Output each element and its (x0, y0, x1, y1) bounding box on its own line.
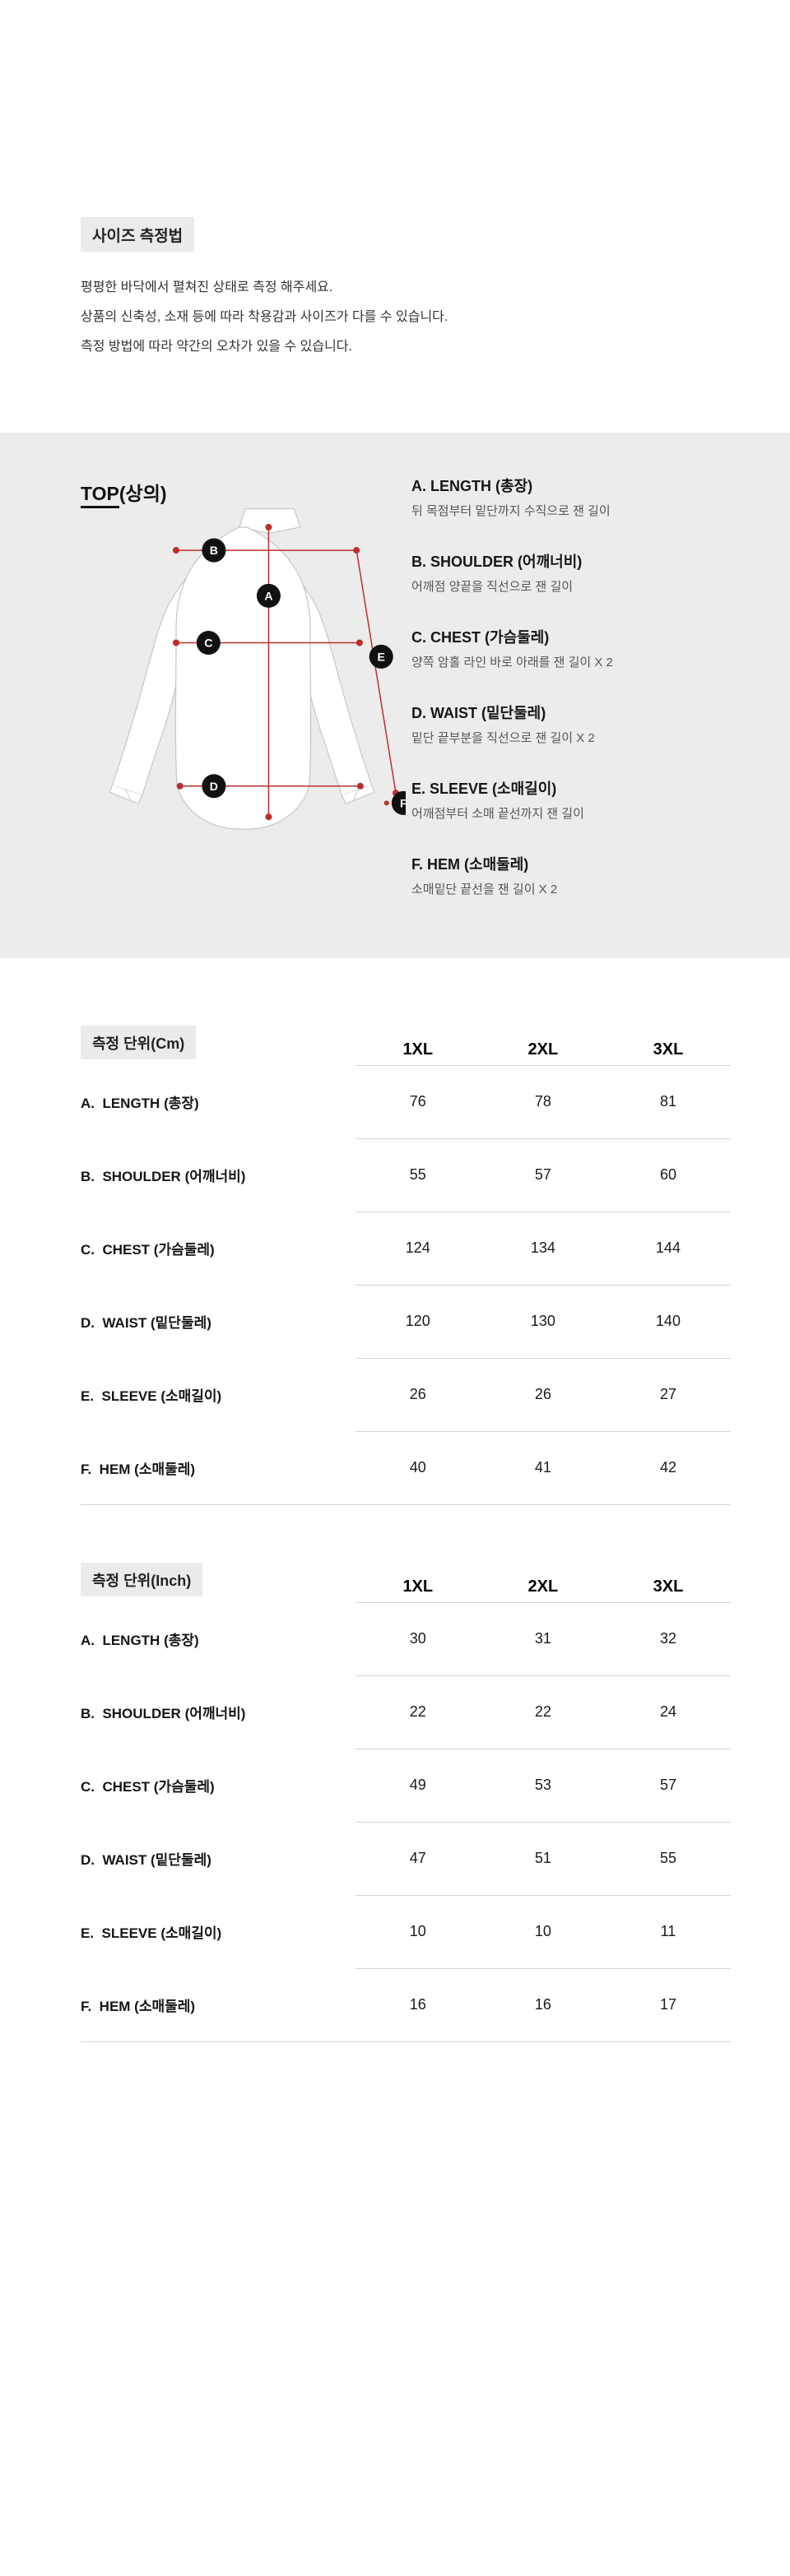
svg-text:F: F (400, 797, 406, 810)
svg-text:A: A (264, 589, 272, 602)
svg-text:D: D (210, 780, 218, 793)
svg-text:C: C (204, 637, 212, 650)
svg-text:E: E (378, 651, 385, 664)
svg-text:B: B (210, 544, 218, 557)
